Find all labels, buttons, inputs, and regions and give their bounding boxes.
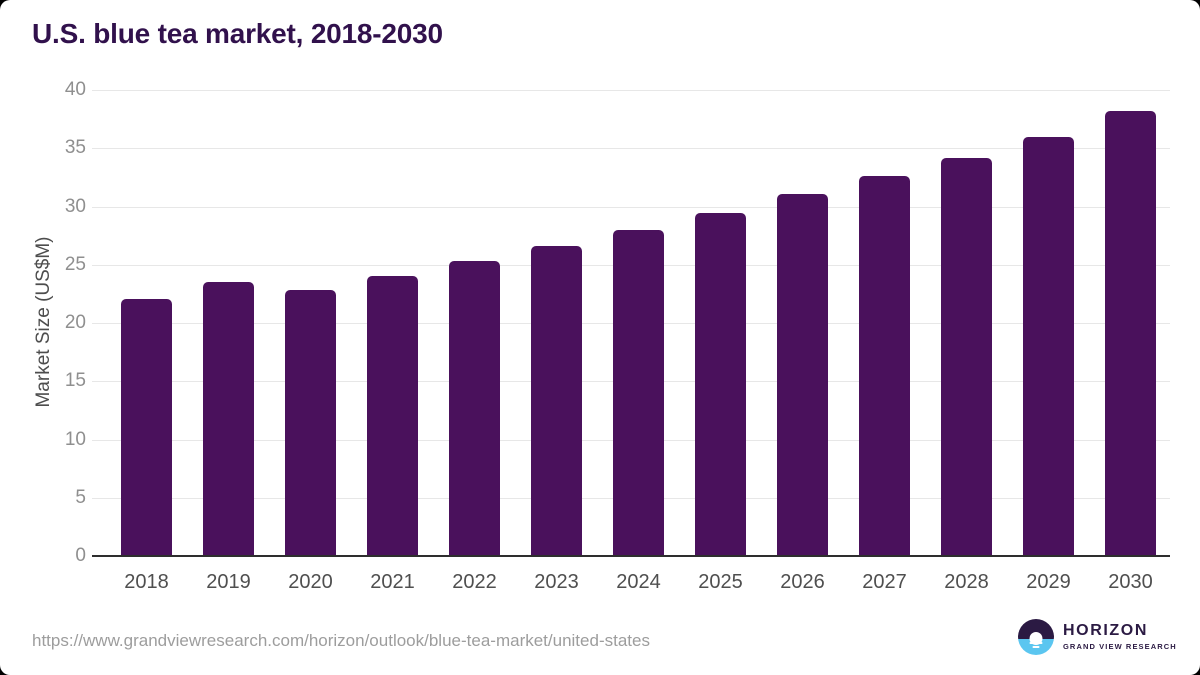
bar-2025 <box>695 213 746 556</box>
y-tick-40: 40 <box>64 79 86 100</box>
bar-2029 <box>1023 136 1074 556</box>
y-tick-5: 5 <box>75 486 86 508</box>
x-tick-2026: 2026 <box>780 571 825 593</box>
x-tick-2023: 2023 <box>534 571 579 593</box>
bar-2018 <box>121 298 172 556</box>
bar-2022 <box>449 261 500 556</box>
water-line-icon <box>1032 646 1040 648</box>
y-tick-30: 30 <box>64 195 86 217</box>
x-tick-2018: 2018 <box>124 571 169 593</box>
bar-2023 <box>531 246 582 556</box>
x-tick-2025: 2025 <box>698 571 743 593</box>
x-tick-2021: 2021 <box>370 571 415 593</box>
y-tick-15: 15 <box>64 370 86 392</box>
x-tick-2020: 2020 <box>288 571 333 593</box>
logo-subtitle: GRAND VIEW RESEARCH <box>1063 642 1177 651</box>
horizon-logo: HORIZON GRAND VIEW RESEARCH <box>1018 619 1177 655</box>
source-url: https://www.grandviewresearch.com/horizo… <box>32 631 650 650</box>
y-tick-0: 0 <box>75 545 86 566</box>
bar-2019 <box>203 282 254 556</box>
logo-name: HORIZON <box>1063 622 1148 639</box>
x-tick-2029: 2029 <box>1026 571 1071 593</box>
x-tick-2024: 2024 <box>616 571 661 593</box>
logo-text: HORIZON GRAND VIEW RESEARCH <box>1063 622 1177 652</box>
x-tick-2030: 2030 <box>1108 571 1153 593</box>
x-tick-2027: 2027 <box>862 571 907 593</box>
x-tick-2022: 2022 <box>452 571 497 593</box>
bar-2028 <box>941 157 992 556</box>
horizon-sunset-icon <box>1018 619 1054 655</box>
bar-2030 <box>1105 110 1156 556</box>
x-axis-line <box>92 555 1170 557</box>
x-tick-2019: 2019 <box>206 571 251 593</box>
y-tick-20: 20 <box>64 312 86 333</box>
bar-2026 <box>777 193 828 556</box>
water-line-icon <box>1029 642 1043 644</box>
y-tick-10: 10 <box>64 428 86 450</box>
gridline-30 <box>92 206 1170 208</box>
x-tick-2028: 2028 <box>944 571 989 593</box>
bar-2027 <box>859 176 910 556</box>
gridline-35 <box>92 148 1170 150</box>
bar-2024 <box>613 229 664 556</box>
y-tick-25: 25 <box>64 253 86 275</box>
bar-2021 <box>367 276 418 556</box>
y-tick-35: 35 <box>64 137 86 159</box>
chart-title: U.S. blue tea market, 2018-2030 <box>32 18 443 49</box>
gridline-40 <box>92 90 1170 91</box>
bar-2020 <box>285 290 336 556</box>
